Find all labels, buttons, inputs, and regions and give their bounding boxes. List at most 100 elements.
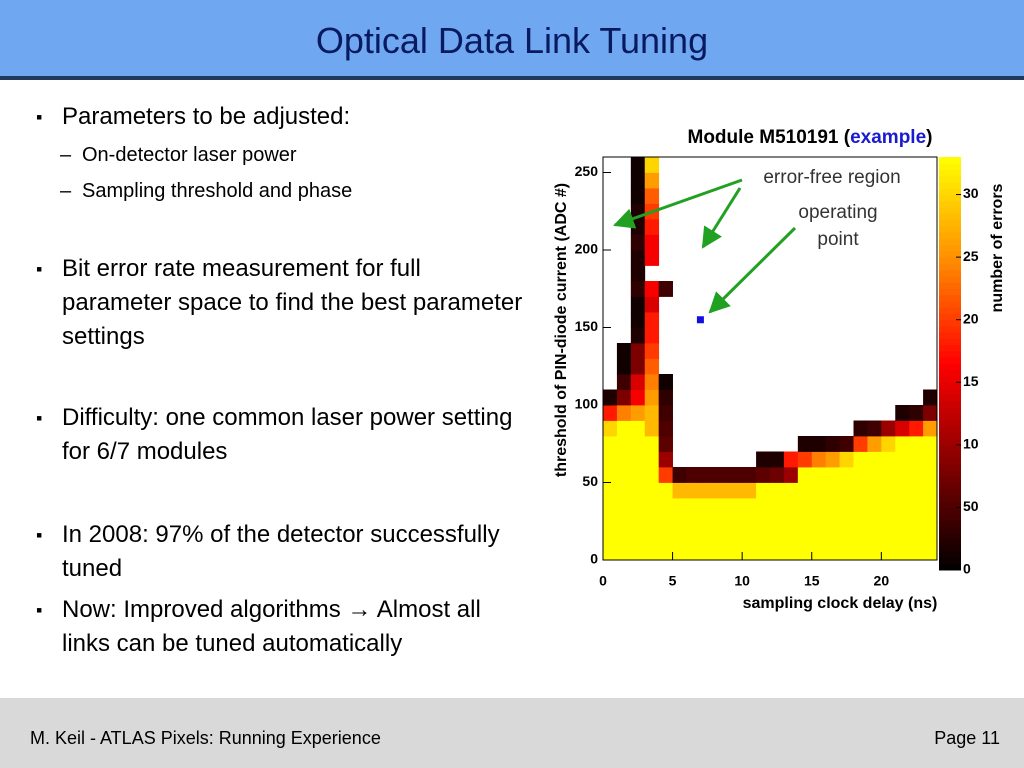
- heatmap-cell: [881, 513, 896, 530]
- sub-bullet: On-detector laser power: [60, 144, 297, 167]
- heatmap-cell: [909, 436, 924, 452]
- heatmap-cell: [923, 420, 938, 437]
- heatmap-cell: [853, 513, 868, 530]
- sub-bullet: Sampling threshold and phase: [60, 180, 352, 203]
- heatmap-cell: [714, 467, 729, 483]
- colorbar-segment: [939, 451, 961, 458]
- footer-left: M. Keil - ATLAS Pixels: Running Experien…: [30, 728, 381, 748]
- heatmap-cell: [603, 389, 618, 406]
- heatmap-cell: [644, 172, 660, 189]
- heatmap-cell: [783, 451, 799, 468]
- colorbar-segment: [939, 388, 961, 396]
- heatmap-cell: [630, 451, 646, 468]
- heatmap-cell: [630, 343, 646, 359]
- heatmap-cell: [867, 529, 882, 545]
- heatmap-cell: [714, 482, 729, 499]
- heatmap-cell: [644, 451, 660, 468]
- heatmap-cell: [742, 544, 757, 561]
- heatmap-cell: [867, 467, 882, 483]
- heatmap-cell: [658, 405, 673, 421]
- heatmap-cell: [644, 498, 660, 514]
- heatmap-cell: [630, 188, 646, 204]
- heatmap-cell: [853, 436, 868, 452]
- heatmap-cell: [881, 498, 896, 514]
- z-tick-label: 30: [963, 185, 979, 201]
- heatmap-cell: [895, 405, 910, 421]
- heatmap-cell: [839, 498, 854, 514]
- colorbar-segment: [939, 419, 961, 427]
- heatmap-cell: [811, 467, 827, 483]
- heatmap-cell: [867, 482, 882, 499]
- heatmap-cell: [839, 436, 854, 452]
- heatmap-cell: [783, 513, 799, 530]
- y-tick-label: 0: [590, 551, 598, 567]
- colorbar-segment: [939, 213, 961, 221]
- bullet-text: Now: Improved algorithms → Almost all li…: [36, 593, 531, 661]
- heatmap-cell: [658, 374, 673, 390]
- heatmap-cell: [686, 544, 701, 561]
- heatmap-cell: [909, 544, 924, 561]
- heatmap-cell: [658, 420, 673, 437]
- colorbar-segment: [939, 344, 961, 352]
- heatmap-cell: [603, 482, 618, 499]
- arrow: [708, 226, 797, 314]
- colorbar-segment: [939, 407, 961, 415]
- bullet: Now: Improved algorithms → Almost all li…: [36, 593, 531, 661]
- z-tick-label: 20: [963, 310, 979, 326]
- heatmap-cell: [770, 467, 785, 483]
- heatmap-cell: [644, 157, 660, 173]
- heatmap-cell: [783, 529, 799, 545]
- colorbar-segment: [939, 563, 961, 571]
- heatmap-cell: [909, 420, 924, 437]
- arrow: [613, 178, 743, 229]
- heatmap-cell: [923, 451, 938, 468]
- bullet-text: Difficulty: one common laser power setti…: [36, 401, 531, 469]
- colorbar-segment: [939, 332, 961, 339]
- heatmap-cell: [644, 420, 660, 437]
- heatmap-cell: [923, 467, 938, 483]
- heatmap-cell: [700, 513, 715, 530]
- heatmap-cell: [867, 544, 882, 561]
- heatmap-cell: [672, 513, 687, 530]
- annotation: point: [817, 229, 859, 250]
- heatmap-cell: [616, 544, 632, 561]
- heatmap-cell: [770, 529, 785, 545]
- heatmap-cell: [603, 529, 618, 545]
- heatmap-cell: [686, 529, 701, 545]
- heatmap-cell: [811, 513, 827, 530]
- colorbar-segment: [939, 401, 961, 408]
- z-tick-label: 25: [963, 248, 979, 264]
- heatmap-cell: [909, 451, 924, 468]
- heatmap-cell: [783, 467, 799, 483]
- colorbar-segment: [939, 244, 961, 252]
- heatmap-cell: [616, 374, 632, 390]
- colorbar-segment: [939, 194, 961, 202]
- heatmap-cell: [742, 498, 757, 514]
- heatmap-cell: [630, 482, 646, 499]
- heatmap-cell: [895, 467, 910, 483]
- heatmap-cell: [630, 172, 646, 189]
- heatmap-cell: [867, 451, 882, 468]
- colorbar-segment: [939, 307, 961, 314]
- heatmap-cell: [644, 482, 660, 499]
- colorbar-segment: [939, 219, 961, 227]
- heatmap-cell: [797, 436, 813, 452]
- heatmap-cell: [895, 420, 910, 437]
- heatmap-cell: [644, 405, 660, 421]
- heatmap-cell: [658, 281, 673, 297]
- colorbar-segment: [939, 294, 961, 302]
- colorbar-segment: [939, 413, 961, 421]
- heatmap-cell: [630, 498, 646, 514]
- heatmap-cell: [728, 482, 743, 499]
- colorbar-segment: [939, 544, 961, 552]
- heatmap-cell: [714, 544, 729, 561]
- heatmap-cell: [797, 482, 813, 499]
- heatmap-cell: [881, 420, 896, 437]
- heatmap-cell: [658, 498, 673, 514]
- heatmap-cell: [742, 513, 757, 530]
- heatmap-cell: [839, 513, 854, 530]
- colorbar-segment: [939, 232, 961, 239]
- heatmap-cell: [630, 405, 646, 421]
- heatmap-cell: [630, 467, 646, 483]
- heatmap-cell: [672, 467, 687, 483]
